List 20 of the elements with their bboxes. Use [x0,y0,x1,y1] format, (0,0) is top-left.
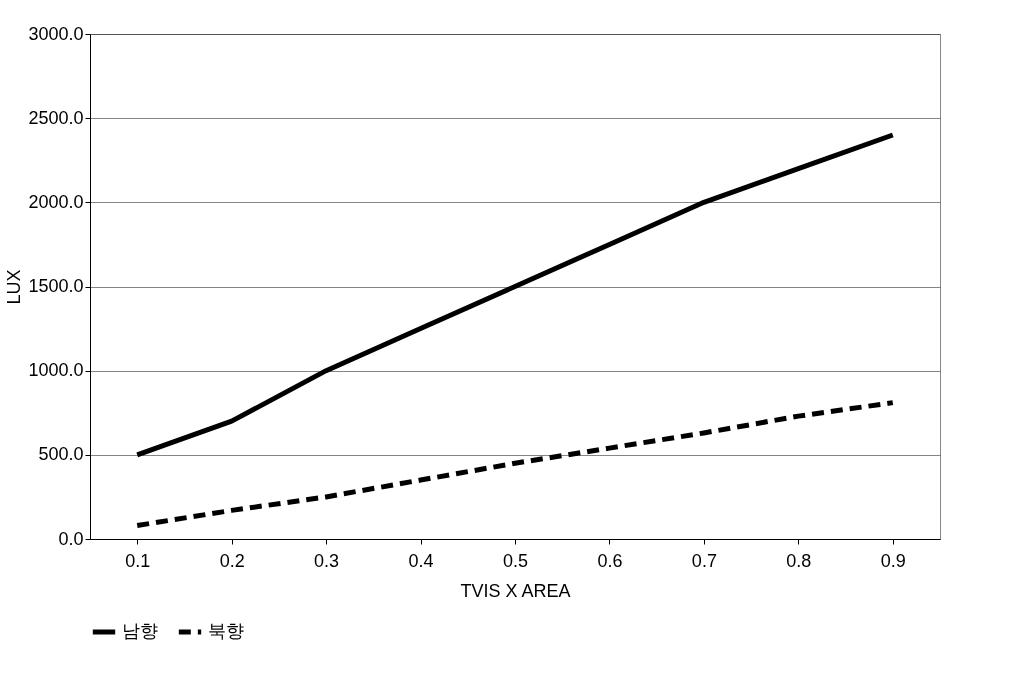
y-tick-label: 500.0 [38,444,84,465]
y-tick-label: 3000.0 [28,23,84,44]
x-tick-label: 0.9 [880,550,906,571]
y-tick-label: 1000.0 [28,360,84,381]
x-tick-label: 0.4 [408,550,434,571]
y-tick-label: 2500.0 [28,107,84,128]
x-tick-label: 0.8 [786,550,812,571]
x-tick-label: 0.3 [314,550,340,571]
legend-label: 남향 [122,621,158,641]
y-tick-label: 0.0 [58,528,84,549]
x-axis-title: TVIS X AREA [460,580,571,601]
legend-label: 북향 [208,621,244,641]
x-tick-label: 0.7 [691,550,717,571]
x-tick-label: 0.2 [219,550,245,571]
x-tick-label: 0.1 [125,550,151,571]
x-tick-label: 0.5 [502,550,529,571]
y-tick-label: 2000.0 [28,191,84,212]
y-axis-title: LUX [4,269,25,305]
y-tick-label: 1500.0 [28,276,84,296]
x-tick-label: 0.6 [597,550,623,571]
